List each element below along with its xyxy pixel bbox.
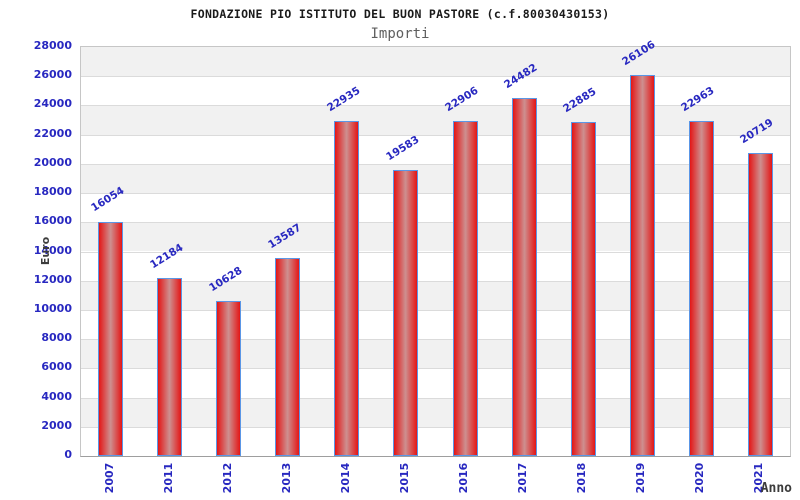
y-tick-label: 2000: [41, 418, 72, 432]
gridline: [81, 76, 790, 77]
y-tick-label: 24000: [33, 97, 72, 111]
y-tick-label: 20000: [33, 155, 72, 169]
x-tick-label: 2011: [161, 462, 175, 494]
gridline: [81, 339, 790, 340]
bar-2007: [98, 221, 124, 456]
y-tick-label: 12000: [33, 272, 72, 286]
y-tick-label: 16000: [33, 214, 72, 228]
y-axis-title: Euro: [39, 236, 52, 266]
bar-2013: [275, 257, 301, 456]
x-tick-label: 2013: [279, 462, 293, 494]
plot-band: [81, 368, 790, 398]
chart-subtitle: Importi: [370, 26, 430, 42]
bar-2016: [452, 121, 478, 456]
y-tick-label: 14000: [33, 243, 72, 257]
x-tick-label: 2019: [634, 462, 648, 494]
x-axis-title: Anno: [760, 481, 792, 496]
chart-title: FONDAZIONE PIO ISTITUTO DEL BUON PASTORE…: [190, 7, 610, 21]
plot-band: [81, 163, 790, 194]
bar-2011: [157, 278, 183, 456]
y-tick-label: 28000: [33, 39, 72, 52]
bar-2012: [216, 300, 242, 456]
gridline: [81, 135, 790, 136]
bar-2021: [747, 153, 773, 456]
y-tick-label: 10000: [33, 301, 72, 315]
x-tick-label: 2007: [102, 462, 116, 494]
gridline: [81, 427, 790, 428]
gridline: [81, 193, 790, 194]
x-tick-label: 2015: [397, 462, 411, 494]
plot-band: [81, 193, 790, 223]
bar-2017: [511, 98, 537, 456]
gridline: [81, 368, 790, 369]
plot-band: [81, 105, 790, 135]
x-tick-label: 2020: [693, 462, 707, 494]
y-tick-label: 4000: [41, 389, 72, 403]
bar-2015: [393, 169, 419, 456]
y-tick-label: 6000: [41, 360, 72, 374]
gridline: [81, 222, 790, 223]
gridline: [81, 252, 790, 253]
y-tick-label: 26000: [33, 68, 72, 82]
y-tick-label: 18000: [33, 185, 72, 199]
gridline: [81, 105, 790, 106]
plot-band: [81, 47, 790, 77]
gridline: [81, 164, 790, 165]
gridline: [81, 281, 790, 282]
bar-2018: [570, 121, 596, 456]
x-tick-label: 2017: [516, 462, 530, 494]
gridline: [81, 310, 790, 311]
bar-2020: [688, 120, 714, 456]
plot-band: [81, 339, 790, 369]
plot-band: [81, 222, 790, 252]
plot-area: 16054 12184 10628 13587 22935 19583 22906 24482…: [80, 38, 791, 457]
plot-band: [81, 251, 790, 281]
plot-band: [81, 280, 790, 310]
x-tick-label: 2016: [457, 462, 471, 494]
plot-band: [81, 76, 790, 106]
y-tick-label: 22000: [33, 126, 72, 140]
gridline: [81, 398, 790, 399]
bar-2019: [629, 74, 655, 456]
bar-2014: [334, 121, 360, 456]
y-tick-label: 8000: [41, 331, 72, 345]
x-tick-label: 2014: [338, 462, 352, 494]
x-tick-label: 2012: [220, 462, 234, 494]
x-tick-label: 2018: [575, 462, 589, 494]
plot-band: [81, 134, 790, 164]
plot-band: [81, 309, 790, 340]
plot-band: [81, 397, 790, 427]
plot-band: [81, 426, 790, 456]
y-tick-label: 0: [64, 448, 72, 461]
